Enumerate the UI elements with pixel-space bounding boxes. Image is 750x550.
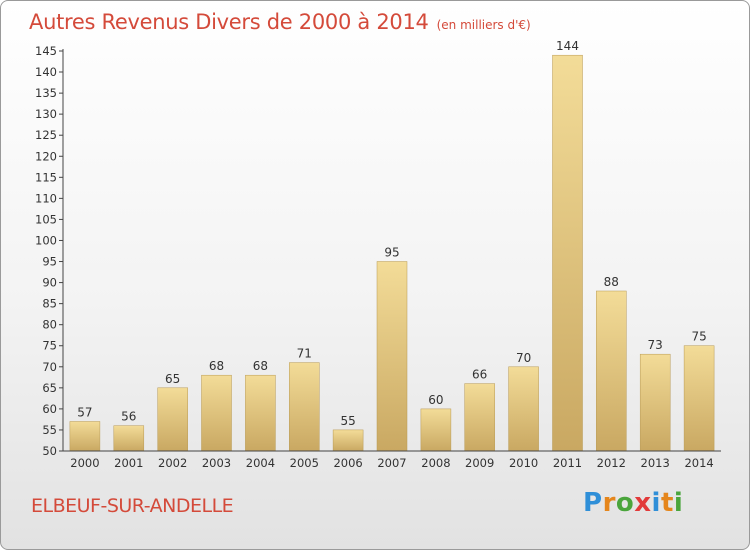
logo-letter: i bbox=[673, 488, 684, 518]
logo-letter: o bbox=[615, 488, 635, 518]
x-tick-label-2008: 2008 bbox=[421, 456, 450, 470]
bars-group: 57 56 65 68 68 71 55 95 60 66 70 144 88 73 75 bbox=[69, 39, 715, 452]
bar-2003 bbox=[201, 374, 232, 452]
data-label-2013: 73 bbox=[648, 338, 663, 352]
y-tick-label-120: 120 bbox=[35, 149, 57, 163]
x-tick-label-2012: 2012 bbox=[597, 456, 626, 470]
bar-2010 bbox=[508, 366, 539, 452]
x-tick-label-2002: 2002 bbox=[158, 456, 187, 470]
y-tick-label-145: 145 bbox=[35, 44, 57, 58]
x-tick-label-2010: 2010 bbox=[509, 456, 538, 470]
data-label-2001: 56 bbox=[121, 410, 136, 424]
y-tick-label-75: 75 bbox=[42, 339, 57, 353]
bar-2000 bbox=[69, 421, 101, 452]
data-label-2002: 65 bbox=[165, 372, 180, 386]
y-tick-label-85: 85 bbox=[42, 297, 57, 311]
data-label-2010: 70 bbox=[516, 351, 531, 365]
y-tick-label-140: 140 bbox=[35, 65, 57, 79]
bar-2012 bbox=[596, 290, 627, 452]
x-tick-label-2003: 2003 bbox=[202, 456, 231, 470]
y-tick-label-70: 70 bbox=[42, 360, 57, 374]
y-tick-label-115: 115 bbox=[35, 170, 57, 184]
y-tick-label-105: 105 bbox=[35, 212, 57, 226]
x-tick-label-2004: 2004 bbox=[246, 456, 275, 470]
y-tick-label-95: 95 bbox=[42, 255, 57, 269]
x-tick-label-2005: 2005 bbox=[290, 456, 319, 470]
y-tick-label-125: 125 bbox=[35, 128, 57, 142]
commune-name: ELBEUF-SUR-ANDELLE bbox=[31, 495, 234, 517]
x-tick-label-2011: 2011 bbox=[553, 456, 582, 470]
bar-2006 bbox=[332, 429, 364, 452]
bar-2008 bbox=[420, 408, 452, 452]
bar-2009 bbox=[464, 383, 495, 452]
logo-letter: i bbox=[651, 488, 661, 518]
data-label-2007: 95 bbox=[384, 246, 399, 260]
bar-2004 bbox=[245, 374, 276, 452]
chart-subtitle: (en milliers d'€) bbox=[436, 18, 531, 32]
y-tick-label-100: 100 bbox=[35, 234, 57, 248]
y-tick-label-65: 65 bbox=[42, 381, 57, 395]
bar-2007 bbox=[376, 261, 408, 452]
x-tick-label-2001: 2001 bbox=[114, 456, 143, 470]
logo-letter: r bbox=[602, 488, 616, 518]
y-tick-label-50: 50 bbox=[42, 444, 57, 458]
chart-title-text: Autres Revenus Divers de 2000 à 2014 bbox=[29, 10, 429, 34]
y-tick-label-90: 90 bbox=[42, 276, 57, 290]
axes-group: 2000 2001 2002 2003 2004 2005 2006 2007 2008 2009… bbox=[35, 44, 721, 470]
data-label-2005: 71 bbox=[297, 347, 312, 361]
data-label-2014: 75 bbox=[691, 330, 706, 344]
bar-2001 bbox=[113, 425, 145, 452]
y-tick-label-55: 55 bbox=[42, 423, 57, 437]
y-tick-label-110: 110 bbox=[35, 191, 57, 205]
x-tick-label-2013: 2013 bbox=[641, 456, 670, 470]
data-label-2012: 88 bbox=[604, 275, 619, 289]
logo-letter: P bbox=[583, 488, 603, 518]
bar-2011 bbox=[552, 54, 583, 452]
data-label-2009: 66 bbox=[472, 368, 487, 382]
logo-letter: t bbox=[660, 488, 674, 518]
data-label-2004: 68 bbox=[253, 359, 268, 373]
bar-2013 bbox=[639, 353, 671, 452]
x-tick-label-2000: 2000 bbox=[70, 456, 99, 470]
y-tick-label-135: 135 bbox=[35, 86, 57, 100]
data-label-2008: 60 bbox=[428, 393, 443, 407]
x-tick-label-2006: 2006 bbox=[333, 456, 362, 470]
y-tick-label-60: 60 bbox=[42, 402, 57, 416]
x-tick-label-2009: 2009 bbox=[465, 456, 494, 470]
bar-2014 bbox=[683, 345, 715, 452]
x-tick-label-2014: 2014 bbox=[684, 456, 713, 470]
y-tick-label-80: 80 bbox=[42, 318, 57, 332]
bar-2002 bbox=[157, 387, 188, 452]
x-tick-label-2007: 2007 bbox=[377, 456, 406, 470]
y-tick-label-130: 130 bbox=[35, 107, 57, 121]
logo-letter: x bbox=[634, 488, 652, 518]
data-label-2000: 57 bbox=[77, 406, 92, 420]
data-label-2003: 68 bbox=[209, 359, 224, 373]
bar-2005 bbox=[289, 362, 320, 452]
proxiti-logo: Proxiti bbox=[583, 488, 683, 518]
data-label-2006: 55 bbox=[340, 414, 355, 428]
data-label-2011: 144 bbox=[556, 39, 579, 53]
chart-title: Autres Revenus Divers de 2000 à 2014 (en … bbox=[29, 10, 531, 34]
